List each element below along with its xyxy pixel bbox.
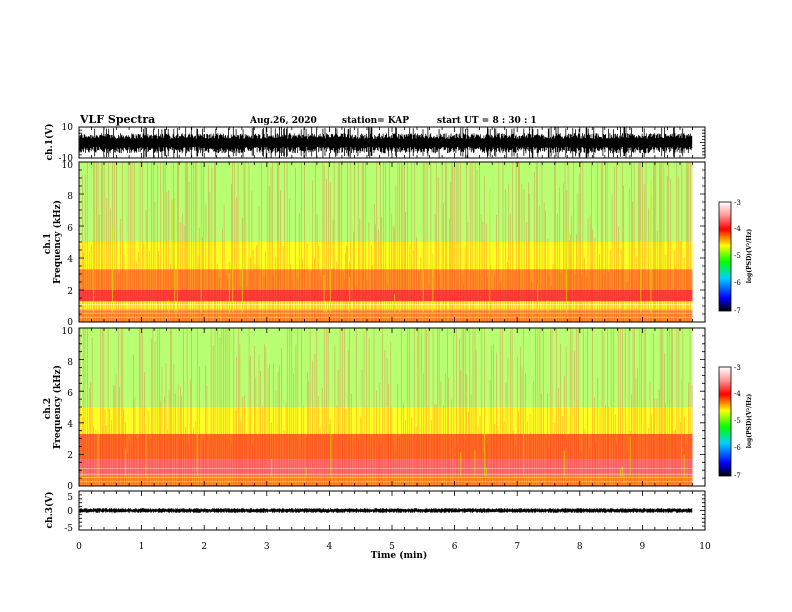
time-tick-label: 0	[76, 542, 82, 552]
ch2-spectrogram-band-1	[79, 459, 693, 475]
ch2-spectrogram-ticks	[78, 327, 706, 487]
ch1-spectrogram-band-0	[79, 309, 693, 322]
time-tick-label: 4	[327, 542, 333, 552]
time-tick-label: 9	[640, 542, 646, 552]
ch3-ytick-top: 5	[67, 493, 73, 503]
ch3-waveform-trace	[79, 508, 693, 513]
ch1-spectrogram-ticks	[78, 161, 706, 323]
ch2-spec-ytick-2: 2	[67, 451, 73, 461]
ch3-waveform-panel: 5 0 -5 ch.3(V) 0 1 2 3 4 5 6 7 8 9 10 Time (min)	[44, 490, 711, 561]
ch1-colorbar-label: log(PSD)(V²/Hz)	[746, 229, 753, 284]
date-label: Aug.26, 2020	[249, 116, 317, 126]
ch1-colorbar: -3 -4 -5 -6 -7 log(PSD)(V²/Hz)	[718, 199, 753, 315]
ch2-spectrogram-ylabel-line1: ch.2	[43, 398, 53, 419]
ch2-cb-tick-m6: -6	[734, 444, 741, 452]
time-tick-label: 1	[139, 542, 145, 552]
start-time-label: start UT = 8 : 30 : 1	[437, 116, 537, 126]
ch2-colorbar-gradient	[718, 366, 732, 477]
ch2-spectrogram-band-3	[79, 407, 693, 434]
ch1-spec-ytick-2: 2	[67, 287, 73, 297]
ch3-ytick-mid: 0	[67, 507, 73, 517]
ch1-spec-ytick-6: 6	[67, 224, 73, 234]
ch3-ytick-bottom: -5	[64, 524, 73, 534]
ch2-spectrogram-band-0	[79, 474, 693, 487]
ch1-spectrogram-band-2	[79, 290, 693, 302]
time-tick-label: 7	[514, 542, 520, 552]
ch1-colorbar-gradient	[718, 201, 732, 312]
ch1-spectrogram-ylabel-line1: ch.1	[43, 233, 53, 254]
ch1-spec-ytick-8: 8	[67, 192, 73, 202]
station-label: station= KAP	[342, 116, 409, 126]
ch2-cb-tick-m7: -7	[734, 472, 741, 480]
time-axis-label: Time (min)	[371, 550, 428, 561]
ch1-spectrogram-panel: 0 2 4 6 8 10 ch.1 Frequency (kHz) -3 -4 …	[43, 161, 753, 328]
ch1-waveform-ylabel: ch.1(V)	[44, 124, 55, 161]
ch1-waveform-path	[79, 127, 693, 158]
ch1-spectrogram-tick-marks	[78, 161, 706, 323]
ch1-spectrogram-intense-streaks	[93, 181, 652, 313]
ch1-cb-tick-m7: -7	[734, 307, 741, 315]
ch2-ytick-labels: 0 2 4 6 8 10	[62, 327, 74, 492]
ch2-spectrogram-band-2	[79, 433, 693, 460]
ch1-cb-tick-m3: -3	[734, 199, 741, 207]
ch2-spectrogram-image	[79, 328, 693, 487]
time-tick-label: 10	[699, 542, 711, 552]
ch2-spectrogram-ylabel-line2: Frequency (kHz)	[52, 365, 63, 449]
ch1-spectrogram-band-1	[79, 301, 693, 310]
time-tick-label: 8	[577, 542, 583, 552]
ch2-spectrogram-intense-streaks	[81, 345, 685, 477]
ch1-waveform-tick-marks	[78, 126, 706, 159]
ch1-spec-ytick-10: 10	[62, 161, 74, 171]
ch1-spectrogram-image	[79, 162, 693, 322]
ch2-spec-ytick-4: 4	[67, 420, 73, 430]
ch3-waveform-ylabel: ch.3(V)	[44, 492, 55, 529]
ch2-spectrogram-tick-marks	[78, 327, 706, 487]
ch2-cb-tick-m3: -3	[734, 364, 741, 372]
ch3-waveform-path	[79, 508, 693, 513]
ch2-spec-ytick-0: 0	[67, 482, 73, 492]
ch1-ytick-top: 10	[62, 123, 74, 133]
ch1-waveform-ticks	[78, 126, 706, 159]
ch1-ytick-labels: 0 2 4 6 8 10	[62, 161, 74, 328]
ch1-cb-tick-m6: -6	[734, 279, 741, 287]
ch1-spectrogram-ylabel-line2: Frequency (kHz)	[52, 200, 63, 284]
ch1-waveform-panel: 10 -10 ch.1(V)	[44, 123, 706, 164]
ch3-waveform-tick-marks	[78, 490, 706, 531]
ch1-spectrogram-band-5	[79, 162, 693, 242]
ch2-spec-ytick-10: 10	[62, 327, 74, 337]
ch1-spectrogram-ylabel: ch.1 Frequency (kHz)	[43, 200, 63, 284]
ch1-spec-ytick-4: 4	[67, 255, 73, 265]
ch2-spec-ytick-6: 6	[67, 389, 73, 399]
ch1-spec-ytick-0: 0	[67, 318, 73, 328]
ch2-spec-ytick-8: 8	[67, 358, 73, 368]
ch2-cb-tick-m4: -4	[734, 390, 741, 398]
time-tick-label: 2	[201, 542, 207, 552]
ch2-spectrogram-ylabel: ch.2 Frequency (kHz)	[43, 365, 63, 449]
ch1-cb-tick-m5: -5	[734, 252, 741, 260]
time-tick-label: 6	[452, 542, 458, 552]
ch2-spectrogram-panel: 0 2 4 6 8 10 ch.2 Frequency (kHz) -3 -4 …	[43, 327, 753, 492]
time-tick-label: 3	[264, 542, 270, 552]
ch1-spectrogram-band-3	[79, 269, 693, 290]
ch2-colorbar: -3 -4 -5 -6 -7 log(PSD)(V²/Hz)	[718, 364, 753, 480]
ch3-waveform-ticks	[78, 490, 706, 531]
ch1-spectrogram-band-4	[79, 242, 693, 270]
ch1-cb-tick-m4: -4	[734, 225, 741, 233]
time-axis-tick-labels: 0 1 2 3 4 5 6 7 8 9 10	[76, 542, 711, 552]
time-tick-label: 5	[389, 542, 395, 552]
ch1-ytick-bottom: -10	[59, 154, 74, 164]
ch2-cb-tick-m5: -5	[734, 417, 741, 425]
ch2-colorbar-label: log(PSD)(V²/Hz)	[746, 394, 753, 449]
ch2-spectrogram-band-4	[79, 328, 693, 407]
figure-title: VLF Spectra	[79, 113, 155, 126]
ch1-waveform-trace	[79, 127, 693, 158]
